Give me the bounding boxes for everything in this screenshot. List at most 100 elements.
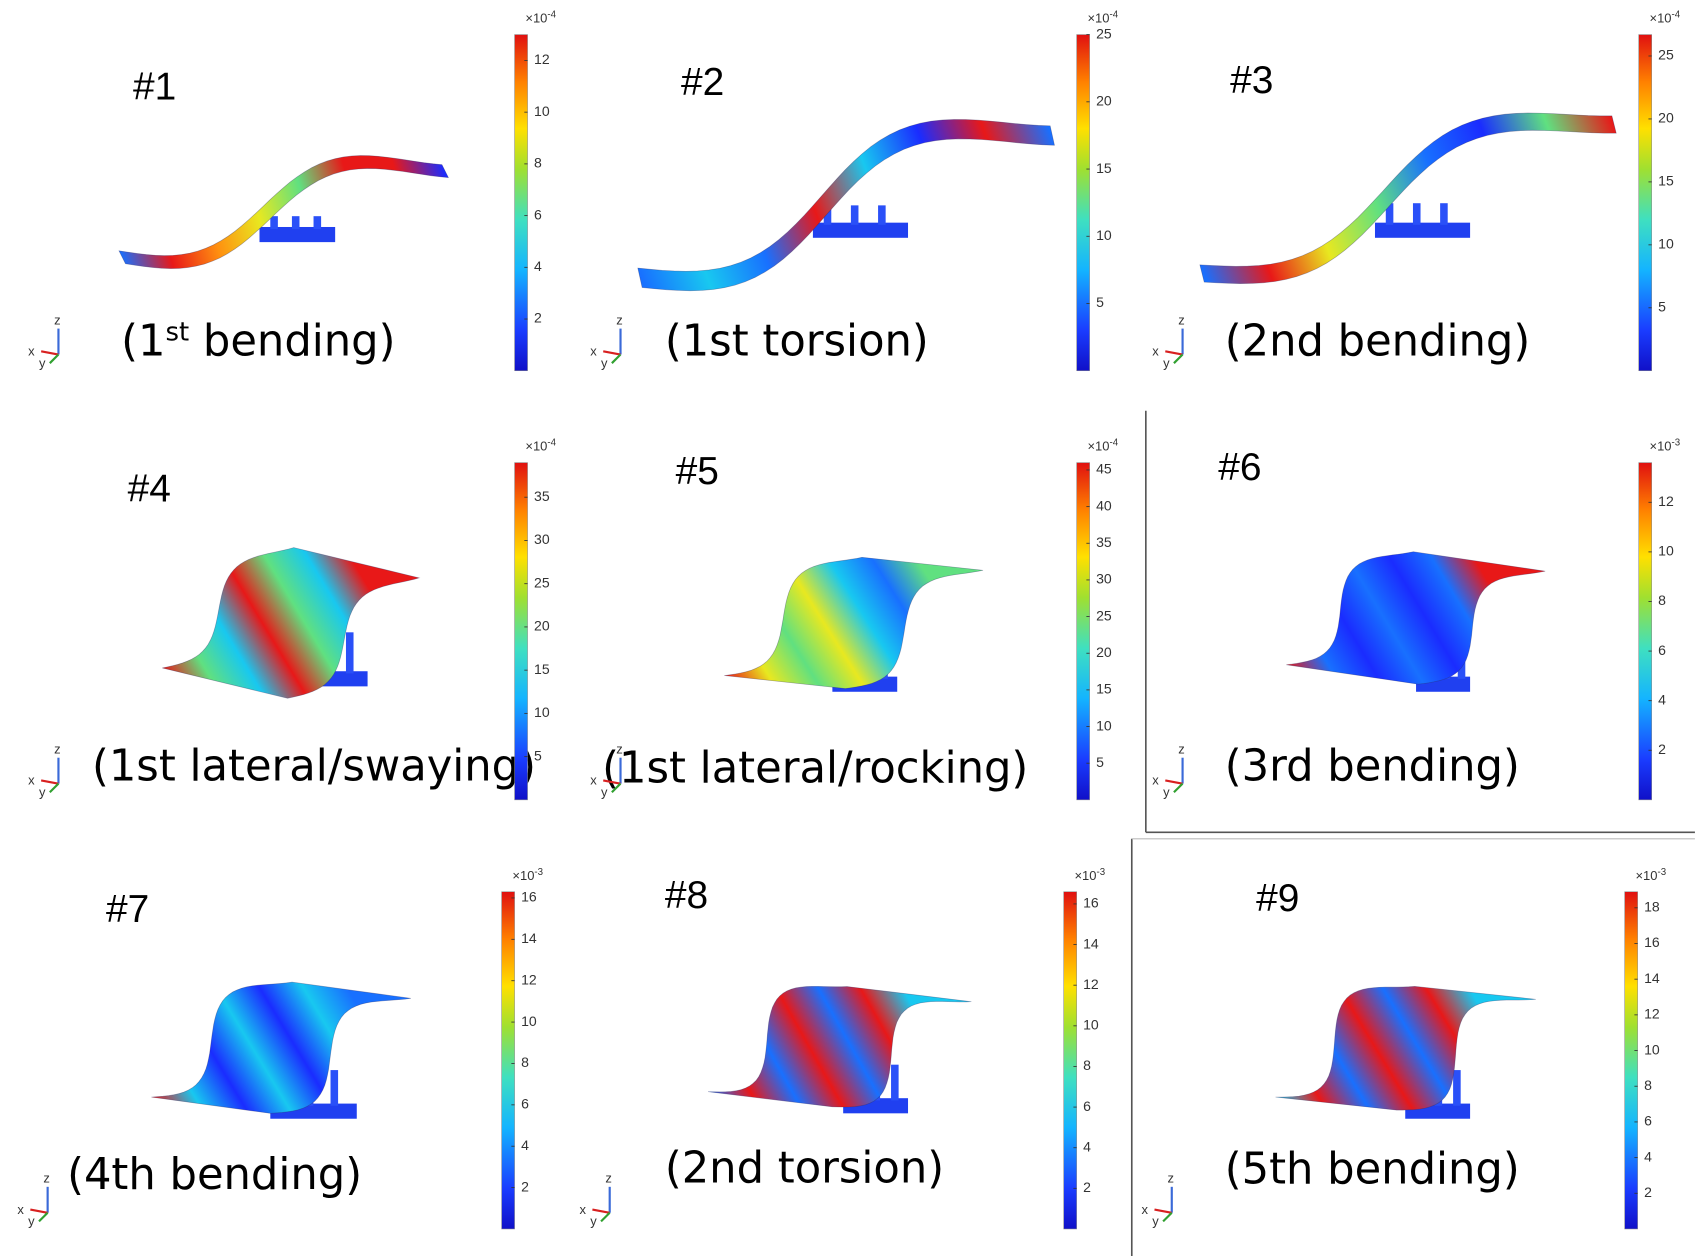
mode-number: #3 — [1230, 59, 1273, 102]
scale-exponent: -4 — [547, 437, 556, 448]
colorbar-tick-label: 6 — [1644, 1113, 1652, 1129]
colorbar-tick-label: 25 — [534, 574, 550, 590]
colorbar-tick-label: 10 — [1644, 1041, 1660, 1057]
triad-y — [612, 355, 621, 364]
colorbar-tick-label: 6 — [1083, 1098, 1091, 1114]
triad-label: x — [28, 344, 35, 359]
figure: #1(1st bending)×10-424681012zxy#2(1st to… — [0, 0, 1695, 1256]
colorbar-tick-label: 6 — [521, 1096, 529, 1112]
scale-exponent: -3 — [1657, 866, 1666, 877]
triad-y — [39, 1213, 48, 1222]
colorbar-tick-label: 8 — [1083, 1057, 1091, 1073]
mode-number: #2 — [681, 61, 724, 104]
pier-base — [1375, 223, 1470, 238]
triad-y — [1174, 784, 1183, 793]
colorbar-tick-label: 4 — [534, 258, 542, 274]
colorbar-tick-label: 2 — [534, 310, 542, 326]
pier — [891, 1065, 899, 1101]
triad-label: x — [590, 344, 597, 359]
mode-caption: (1st bending) — [121, 317, 395, 367]
colorbar-tick-label: 12 — [1658, 493, 1674, 509]
deck — [638, 119, 1055, 290]
mode-caption: (1st lateral/rocking) — [602, 744, 1028, 794]
colorbar-tick-label: 12 — [1644, 1006, 1660, 1022]
colorbar-tick-label: 10 — [534, 103, 550, 119]
caption-part: (1st lateral/swaying) — [92, 741, 536, 791]
triad-label: x — [1152, 773, 1159, 788]
colorbar-tick-label: 6 — [1658, 642, 1666, 658]
colorbar-tick-label: 35 — [534, 488, 550, 504]
caption-part: (5th bending) — [1225, 1145, 1520, 1195]
colorbar-tick-label: 25 — [1096, 25, 1112, 41]
colorbar-tick-label: 30 — [1096, 571, 1112, 587]
caption-part: (1 — [121, 317, 165, 367]
colorbar-tick-label: 20 — [1658, 110, 1674, 126]
deck — [1200, 113, 1616, 284]
colorbar-tick-label: 40 — [1096, 497, 1112, 513]
colorbar-tick-label: 30 — [534, 531, 550, 547]
scale-base: ×10 — [1087, 439, 1109, 454]
triad-y — [1163, 1213, 1172, 1222]
pier-base — [259, 227, 335, 242]
pier — [292, 216, 300, 229]
colorbar-tick-label: 2 — [1083, 1179, 1091, 1195]
triad-x — [30, 1210, 47, 1213]
scale-base: ×10 — [512, 868, 534, 883]
deck — [151, 982, 411, 1113]
triad-label: y — [590, 1214, 597, 1229]
colorbar-tick-label: 8 — [521, 1054, 529, 1070]
colorbar-tick-label: 5 — [534, 747, 542, 763]
colorbar-tick-label: 25 — [1096, 607, 1112, 623]
colorbar — [1064, 892, 1077, 1229]
colorbar-scale: ×10-3 — [1635, 866, 1666, 883]
colorbar-scale: ×10-3 — [1074, 866, 1105, 883]
triad-label: z — [605, 1170, 611, 1185]
colorbar-tick-label: 16 — [521, 889, 537, 905]
colorbar-tick-label: 20 — [534, 618, 550, 634]
colorbar-scale: ×10-3 — [512, 866, 543, 883]
colorbar-tick-label: 4 — [521, 1137, 529, 1153]
pier — [851, 205, 859, 224]
triad-label: z — [54, 312, 60, 327]
mode-number: #5 — [676, 450, 719, 493]
triad-label: x — [17, 1202, 24, 1217]
colorbar-tick-label: 20 — [1096, 93, 1112, 109]
mode-number: #7 — [106, 888, 149, 931]
triad-label: z — [616, 741, 622, 756]
pier — [1453, 1070, 1461, 1106]
colorbar-tick-label: 15 — [1096, 160, 1112, 176]
triad-label: x — [28, 773, 35, 788]
scale-exponent: -4 — [1672, 9, 1681, 20]
colorbar-scale: ×10-3 — [1650, 437, 1681, 453]
scale-exponent: -3 — [1096, 866, 1105, 877]
mode-number: #1 — [133, 65, 176, 108]
colorbar-tick-label: 35 — [1096, 534, 1112, 550]
scale-base: ×10 — [1074, 868, 1096, 883]
colorbar-tick-label: 5 — [1658, 299, 1666, 315]
mode-caption: (1st lateral/swaying) — [92, 741, 536, 791]
colorbar — [1077, 463, 1090, 800]
triad-label: z — [1178, 312, 1184, 327]
triad-label: y — [1163, 785, 1170, 800]
triad-label: x — [590, 773, 597, 788]
colorbar-tick-label: 8 — [1658, 592, 1666, 608]
mode-caption: (2nd bending) — [1225, 317, 1530, 367]
colorbar — [502, 892, 515, 1229]
caption-part: st — [165, 318, 189, 348]
colorbar — [1625, 892, 1638, 1229]
triad-x — [592, 1210, 609, 1213]
colorbar-scale: ×10-4 — [1087, 437, 1118, 453]
colorbar-tick-label: 15 — [534, 661, 550, 677]
triad-y — [50, 355, 59, 364]
colorbar — [1077, 35, 1090, 371]
triad-label: y — [28, 1214, 35, 1229]
colorbar-tick-label: 15 — [1096, 681, 1112, 697]
triad-label: y — [601, 356, 608, 371]
colorbar-tick-label: 12 — [534, 51, 550, 67]
scale-exponent: -4 — [547, 9, 556, 20]
colorbar-tick-label: 12 — [521, 971, 537, 987]
pier — [314, 216, 322, 229]
triad-label: z — [43, 1170, 49, 1185]
